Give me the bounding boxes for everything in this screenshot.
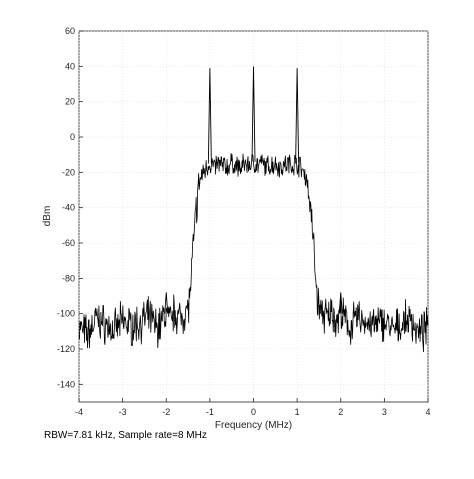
x-tick-label: 3 xyxy=(382,407,387,417)
footer-note: RBW=7.81 kHz, Sample rate=8 MHz xyxy=(44,430,207,441)
x-tick-label: 1 xyxy=(295,407,300,417)
y-tick-label: 40 xyxy=(65,61,75,71)
y-tick-label: 20 xyxy=(65,97,75,107)
spectrum-trace xyxy=(78,153,429,353)
x-tick-label: -4 xyxy=(75,407,83,417)
y-tick-label: -40 xyxy=(62,203,75,213)
spectral-spike xyxy=(207,68,212,164)
series-layer xyxy=(78,66,429,353)
y-tick-label: -120 xyxy=(57,344,75,354)
y-tick-label: 60 xyxy=(65,26,75,36)
x-tick-label: -1 xyxy=(206,407,214,417)
x-tick-label: 2 xyxy=(338,407,343,417)
y-tick-label: -140 xyxy=(57,379,75,389)
spectral-spike xyxy=(251,66,256,162)
y-tick-label: -60 xyxy=(62,238,75,248)
x-tick-label: -3 xyxy=(119,407,127,417)
axes: -4 -3 -2 -1 0 1 2 3 4 -140 -120 -100 -80 -60 -40 -20 0 20… xyxy=(57,26,431,417)
spectral-spike xyxy=(338,292,343,314)
y-axis-label: dBm xyxy=(42,206,53,227)
spectral-spike xyxy=(164,292,169,314)
spectral-spike xyxy=(295,68,300,164)
x-tick-label: -2 xyxy=(162,407,170,417)
y-tick-label: -20 xyxy=(62,167,75,177)
x-tick-label: 0 xyxy=(251,407,256,417)
y-tick-label: -100 xyxy=(57,309,75,319)
grid xyxy=(78,30,429,402)
y-tick-label: -80 xyxy=(62,273,75,283)
y-tick-label: 0 xyxy=(70,132,75,142)
x-axis-label: Frequency (MHz) xyxy=(215,420,292,431)
x-tick-label: 4 xyxy=(425,407,430,417)
